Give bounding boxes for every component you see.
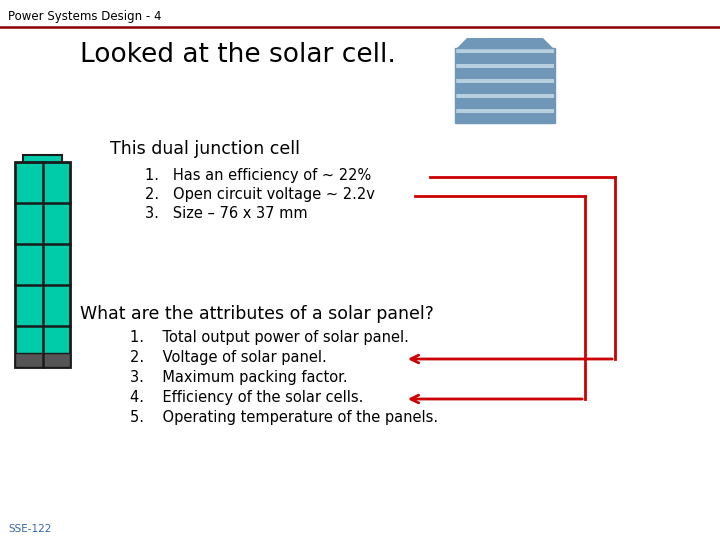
- Text: 1.    Total output power of solar panel.: 1. Total output power of solar panel.: [130, 330, 409, 345]
- Text: SSE-122: SSE-122: [8, 524, 51, 534]
- Text: Power Systems Design - 4: Power Systems Design - 4: [8, 10, 161, 23]
- Bar: [456, 109, 554, 113]
- Bar: [455, 48, 555, 123]
- Text: 2.   Open circuit voltage ~ 2.2v: 2. Open circuit voltage ~ 2.2v: [145, 187, 375, 202]
- Bar: [456, 49, 554, 53]
- Text: What are the attributes of a solar panel?: What are the attributes of a solar panel…: [80, 305, 434, 323]
- Text: This dual junction cell: This dual junction cell: [110, 140, 300, 158]
- Text: 5.    Operating temperature of the panels.: 5. Operating temperature of the panels.: [130, 410, 438, 425]
- Text: 3.   Size – 76 x 37 mm: 3. Size – 76 x 37 mm: [145, 206, 307, 221]
- Bar: [456, 64, 554, 68]
- Bar: [455, 48, 555, 123]
- Bar: [15, 162, 70, 367]
- Text: 4.    Efficiency of the solar cells.: 4. Efficiency of the solar cells.: [130, 390, 364, 405]
- Bar: [456, 79, 554, 83]
- Polygon shape: [455, 38, 555, 50]
- Text: Looked at the solar cell.: Looked at the solar cell.: [80, 42, 396, 68]
- Text: 1.   Has an efficiency of ~ 22%: 1. Has an efficiency of ~ 22%: [145, 168, 372, 183]
- Bar: [456, 94, 554, 98]
- Bar: [23, 155, 62, 163]
- Text: 3.    Maximum packing factor.: 3. Maximum packing factor.: [130, 370, 348, 385]
- Text: 2.    Voltage of solar panel.: 2. Voltage of solar panel.: [130, 350, 327, 365]
- Bar: [15, 353, 70, 367]
